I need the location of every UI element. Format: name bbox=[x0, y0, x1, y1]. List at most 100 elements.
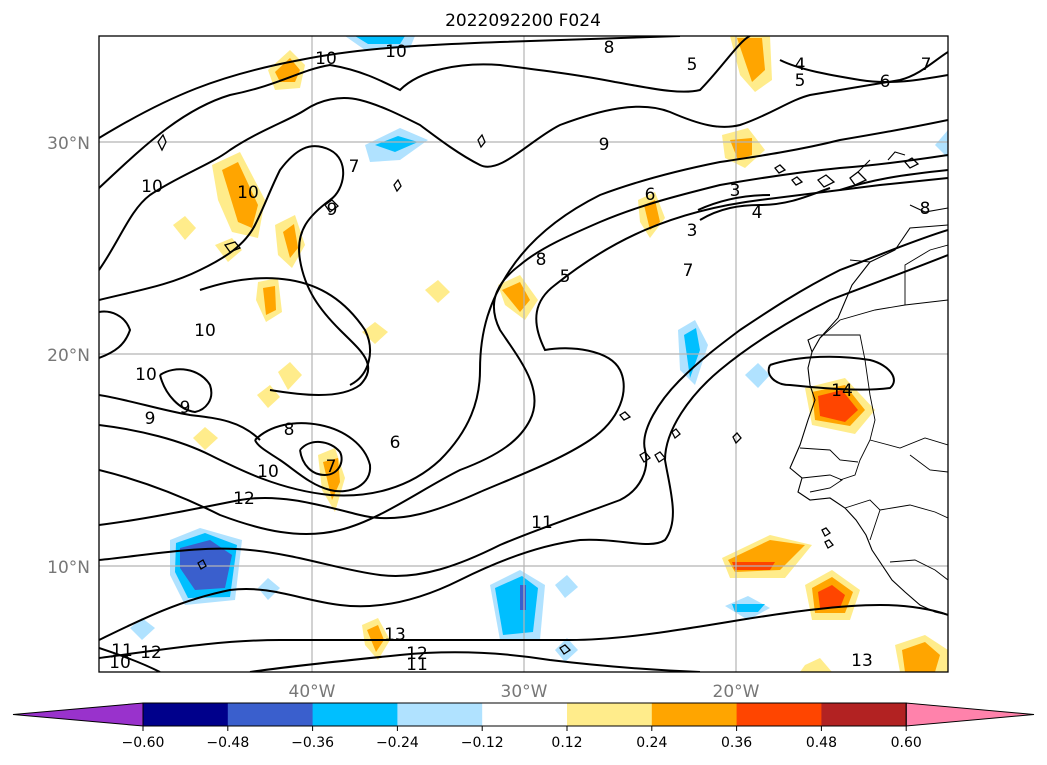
contour-label: 9 bbox=[327, 200, 338, 220]
contour-label: 12 bbox=[406, 644, 428, 664]
positive-anomaly-blob bbox=[895, 635, 948, 672]
contour-label: 8 bbox=[604, 38, 615, 58]
positive-anomaly-blob bbox=[275, 215, 305, 268]
contour-label: 10 bbox=[315, 49, 337, 69]
contour-lines bbox=[99, 36, 948, 672]
colorbar-segments bbox=[12, 702, 1035, 727]
colorbar-tick-label: −0.24 bbox=[376, 735, 419, 751]
contour-label: 10 bbox=[135, 365, 157, 385]
contour-label: 5 bbox=[795, 71, 806, 91]
contour-line bbox=[767, 355, 895, 391]
contour-line bbox=[697, 194, 771, 211]
colorbar-tick-label: −0.36 bbox=[291, 735, 334, 751]
map-frame bbox=[98, 35, 949, 673]
contour-label: 9 bbox=[599, 135, 610, 155]
colorbar-tick-label: 0.60 bbox=[891, 735, 922, 751]
colorbar-tick-label: 0.12 bbox=[551, 735, 582, 751]
contour-label: 6 bbox=[880, 72, 891, 92]
positive-anomaly-blob bbox=[730, 36, 772, 92]
contour-label: 8 bbox=[536, 250, 547, 270]
positive-anomaly-blob bbox=[805, 378, 875, 434]
contour-line bbox=[99, 36, 751, 189]
colorbar-segment bbox=[651, 703, 738, 726]
colorbar-segment bbox=[312, 703, 398, 726]
positive-anomaly-blob bbox=[193, 427, 218, 450]
contour-label: 11 bbox=[531, 513, 553, 533]
negative-anomaly-blob bbox=[745, 363, 770, 388]
contour-line bbox=[99, 647, 161, 672]
colorbar-segment bbox=[736, 703, 822, 726]
coastlines bbox=[789, 151, 948, 616]
contour-label: 10 bbox=[109, 653, 131, 673]
positive-anomaly-blob bbox=[212, 152, 265, 238]
contour-label: 10 bbox=[141, 177, 163, 197]
contour-label: 11 bbox=[406, 655, 428, 675]
colorbar-tick-label: 0.24 bbox=[636, 735, 667, 751]
contour-label: 10 bbox=[257, 462, 279, 482]
contour-label: 10 bbox=[194, 321, 216, 341]
contour-label: 3 bbox=[687, 221, 698, 241]
positive-anomaly-blob bbox=[425, 280, 450, 303]
contour-label: 5 bbox=[560, 267, 571, 287]
contour-label: 3 bbox=[730, 181, 741, 201]
contour-label: 9 bbox=[180, 398, 191, 418]
contour-label: 6 bbox=[645, 185, 656, 205]
colorbar-tick-label: −0.48 bbox=[206, 735, 249, 751]
contour-label: 11 bbox=[111, 641, 133, 661]
lon-tick-label: 40°W bbox=[289, 682, 336, 702]
country-borders bbox=[799, 244, 948, 581]
contour-label: 7 bbox=[326, 457, 337, 477]
positive-anomaly-blob bbox=[722, 535, 812, 578]
contour-label: 7 bbox=[921, 55, 932, 75]
colorbar-tick-label: 0.36 bbox=[721, 735, 752, 751]
contour-line bbox=[99, 154, 948, 535]
contour-line bbox=[99, 177, 948, 526]
colorbar-segment bbox=[567, 703, 653, 726]
negative-anomaly-blob bbox=[258, 578, 280, 600]
colorbar-ticks: −0.60 −0.48 −0.36 −0.24 −0.12 0.12 0.24 0.36 0.4… bbox=[122, 726, 922, 751]
lon-tick-label: 20°W bbox=[713, 682, 760, 702]
contour-line bbox=[99, 51, 948, 271]
colorbar-extend-high bbox=[905, 702, 1035, 727]
positive-anomaly-blob bbox=[256, 278, 282, 322]
contour-line bbox=[99, 394, 261, 441]
contour-line bbox=[159, 368, 213, 414]
gridlines bbox=[99, 36, 948, 672]
contour-label: 10 bbox=[237, 183, 259, 203]
colorbar-tick-label: −0.12 bbox=[461, 735, 504, 751]
contour-line bbox=[99, 310, 132, 359]
contour-line bbox=[199, 277, 371, 386]
positive-anomaly-blob bbox=[805, 570, 860, 620]
positive-anomaly-blob bbox=[362, 322, 388, 344]
contour-label: 4 bbox=[752, 203, 763, 223]
contour-label: 8 bbox=[920, 199, 931, 219]
lon-tick-label: 30°W bbox=[501, 682, 548, 702]
contour-label: 14 bbox=[831, 381, 853, 401]
contour-line bbox=[299, 441, 343, 477]
colorbar-extend-low bbox=[12, 702, 144, 727]
contour-label: 6 bbox=[390, 433, 401, 453]
contour-label: 7 bbox=[683, 261, 694, 281]
contour-line bbox=[99, 254, 948, 641]
positive-anomaly-blob bbox=[173, 216, 196, 240]
contour-line bbox=[99, 145, 370, 396]
contour-line bbox=[99, 229, 948, 577]
negative-anomaly-blob bbox=[732, 604, 765, 612]
lat-tick-label: 20°N bbox=[47, 346, 90, 366]
contour-line bbox=[699, 187, 831, 221]
positive-anomaly-blob bbox=[278, 362, 302, 390]
contour-label: 8 bbox=[284, 420, 295, 440]
negative-anomaly-blob bbox=[555, 575, 578, 598]
contour-line bbox=[99, 119, 948, 497]
contour-line bbox=[99, 603, 948, 659]
colorbar-frame bbox=[142, 702, 907, 727]
contour-label: 10 bbox=[385, 42, 407, 62]
contour-label: 4 bbox=[795, 55, 806, 75]
lat-tick-label: 10°N bbox=[47, 558, 90, 578]
colorbar-segment bbox=[397, 703, 483, 726]
negative-anomaly-blob bbox=[678, 320, 708, 385]
contour-line bbox=[779, 59, 948, 84]
negative-anomaly-blob bbox=[555, 638, 578, 662]
contour-line bbox=[99, 36, 681, 139]
